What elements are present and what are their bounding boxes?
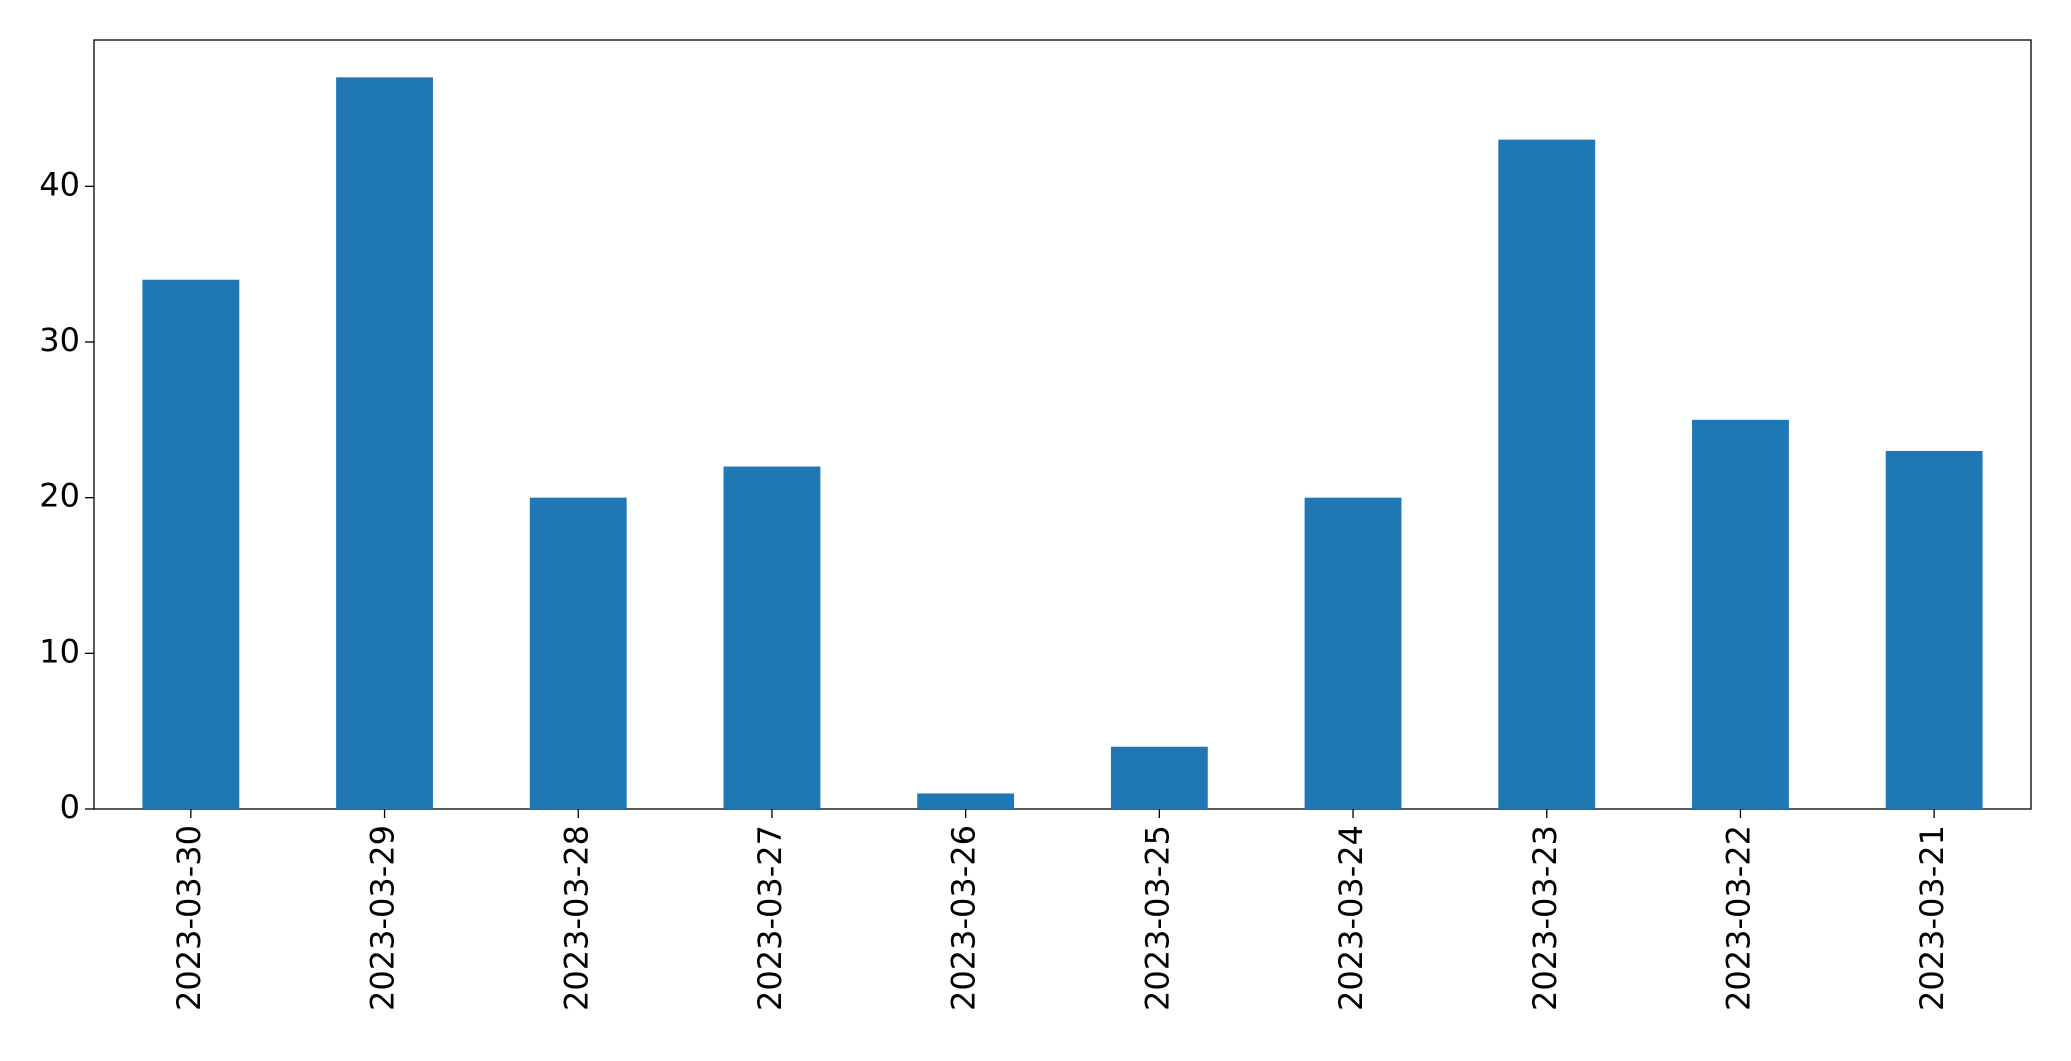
bar (142, 279, 240, 809)
y-tick-label: 10 (39, 632, 80, 670)
x-tick-label: 2023-03-28 (557, 825, 595, 1011)
bar (529, 497, 627, 809)
bar (1304, 497, 1402, 809)
x-tick-label: 2023-03-23 (1526, 825, 1564, 1011)
x-tick-label: 2023-03-29 (364, 825, 402, 1011)
x-tick-label: 2023-03-24 (1332, 825, 1370, 1011)
bar (917, 793, 1015, 809)
x-tick-label: 2023-03-21 (1913, 825, 1951, 1011)
x-tick-label: 2023-03-22 (1719, 825, 1757, 1011)
x-tick-label: 2023-03-25 (1138, 825, 1176, 1011)
x-tick-label: 2023-03-30 (170, 825, 208, 1011)
y-tick-label: 0 (60, 788, 80, 826)
plot-frame (93, 39, 2032, 810)
bar (723, 466, 821, 809)
y-tick-label: 40 (39, 165, 80, 203)
bar (1110, 746, 1208, 809)
y-tick-label: 20 (39, 477, 80, 515)
bar (336, 77, 433, 809)
bar (1692, 419, 1789, 809)
bar (1498, 139, 1596, 809)
x-tick-label: 2023-03-27 (751, 825, 789, 1011)
bar (1885, 450, 1983, 809)
x-tick-label: 2023-03-26 (945, 825, 983, 1011)
y-tick-label: 30 (39, 321, 80, 359)
